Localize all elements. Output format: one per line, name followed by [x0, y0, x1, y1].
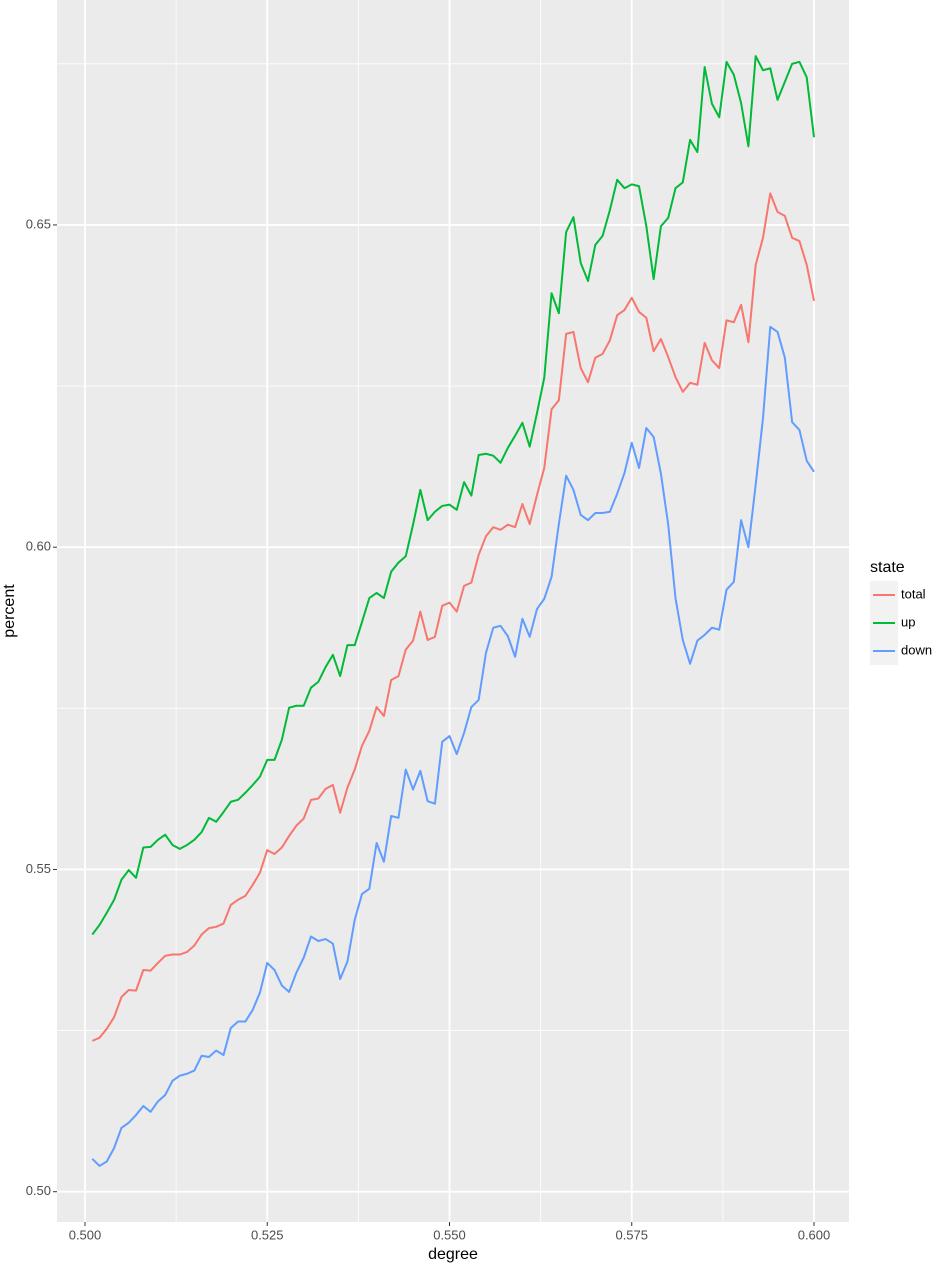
- x-axis-title: degree: [428, 1246, 478, 1263]
- y-tick-label: 0.60: [26, 539, 51, 554]
- x-tick-label: 0.575: [615, 1227, 648, 1242]
- legend-label: down: [901, 642, 932, 657]
- y-axis-title: percent: [1, 584, 18, 638]
- plot-panel: [57, 0, 849, 1222]
- line-series: [91, 325, 815, 1167]
- line-series: [91, 192, 815, 1042]
- x-tick-label: 0.525: [251, 1227, 284, 1242]
- y-tick-label: 0.55: [26, 861, 51, 876]
- line-series: [91, 55, 815, 936]
- y-tick-label: 0.50: [26, 1183, 51, 1198]
- legend-label: total: [901, 586, 926, 601]
- legend-title: state: [870, 559, 905, 576]
- x-tick-label: 0.500: [69, 1227, 102, 1242]
- x-tick-label: 0.600: [798, 1227, 831, 1242]
- x-tick-label: 0.550: [433, 1227, 466, 1242]
- legend-label: up: [901, 614, 915, 629]
- y-tick-label: 0.65: [26, 216, 51, 231]
